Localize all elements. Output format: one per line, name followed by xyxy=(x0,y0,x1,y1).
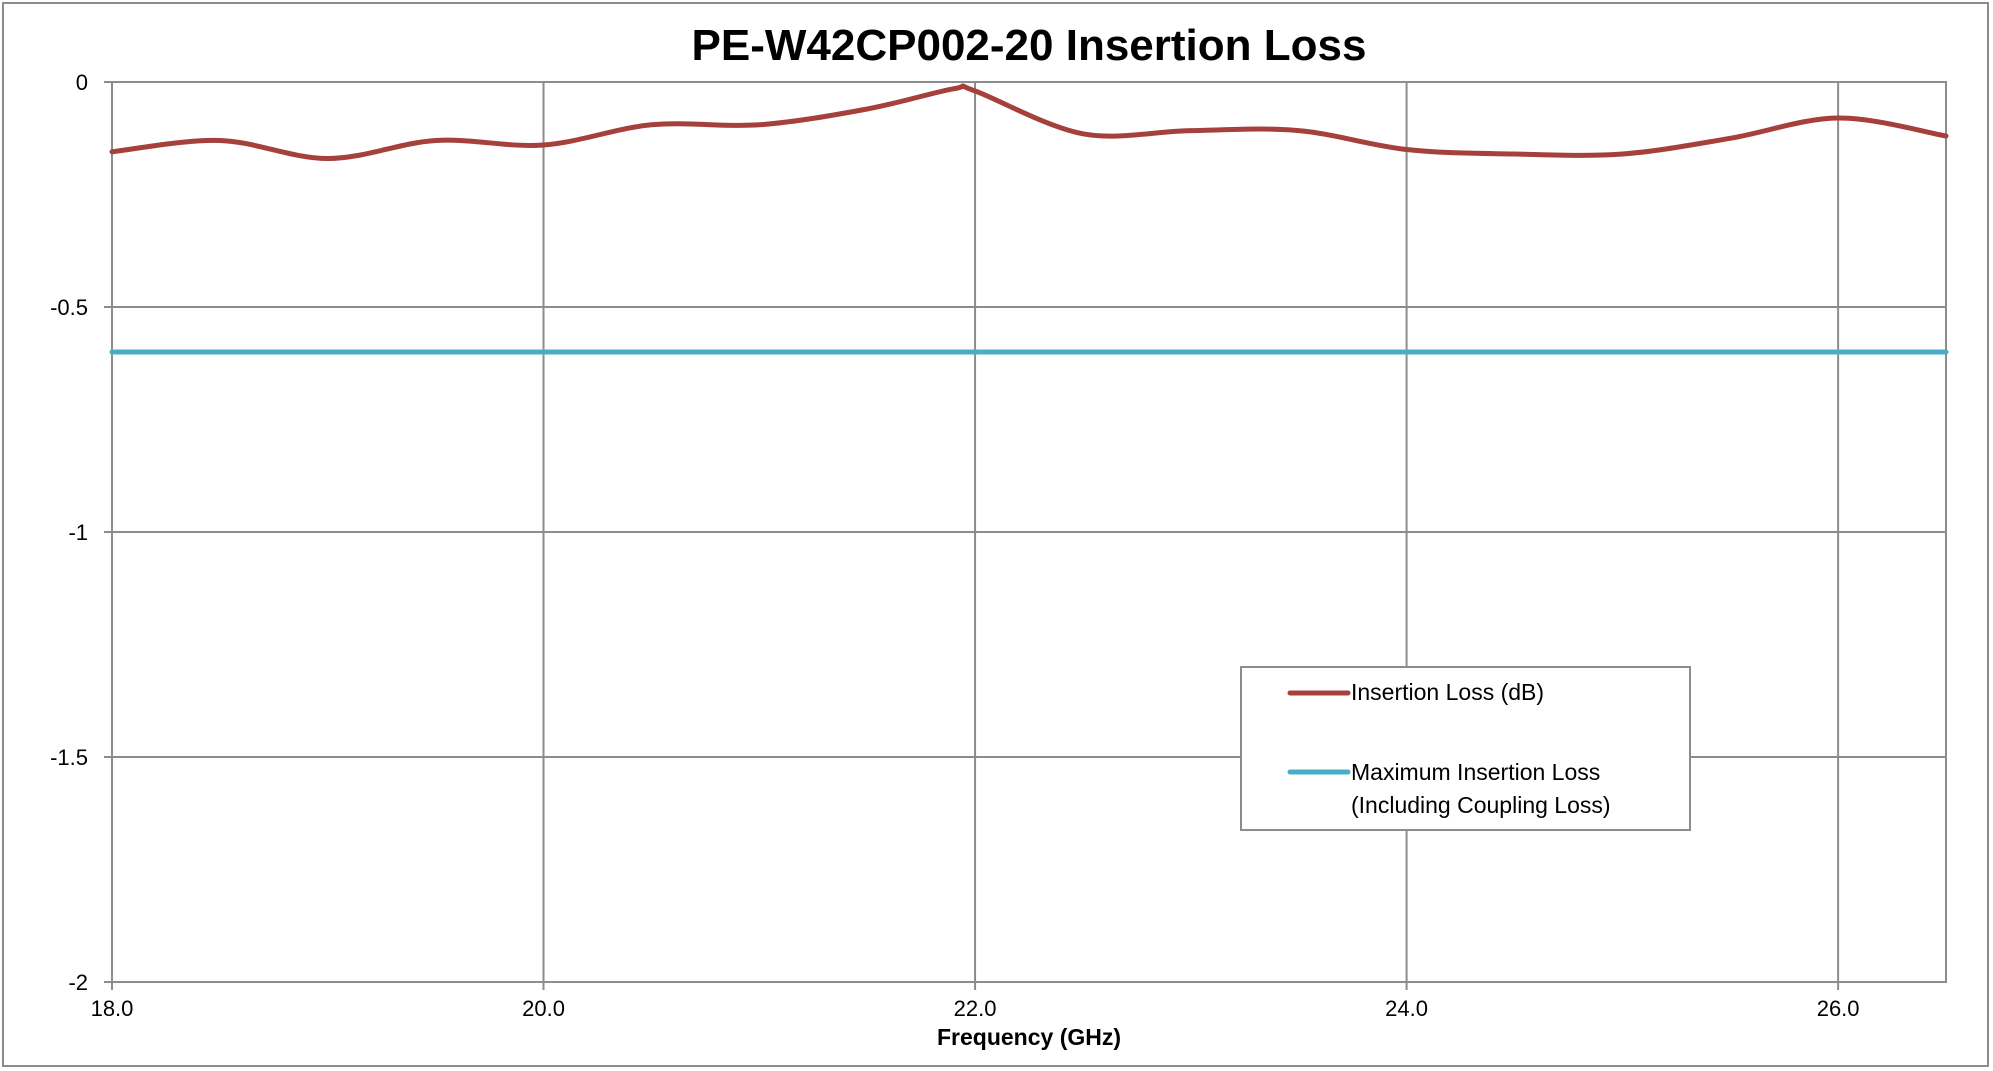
y-tick-label: -0.5 xyxy=(50,295,88,320)
y-tick-label: -1.5 xyxy=(50,745,88,770)
x-tick-label: 18.0 xyxy=(91,996,134,1021)
y-tick-label: -1 xyxy=(68,520,88,545)
y-tick-label: 0 xyxy=(76,70,88,95)
legend-label-maximum-insertion-loss-line2: (Including Coupling Loss) xyxy=(1351,792,1611,818)
x-axis-ticks: 18.0 20.0 22.0 24.0 26.0 xyxy=(91,982,1860,1021)
x-axis-title: Frequency (GHz) xyxy=(937,1024,1121,1050)
x-tick-label: 20.0 xyxy=(522,996,565,1021)
legend-label-maximum-insertion-loss-line1: Maximum Insertion Loss xyxy=(1351,759,1600,785)
x-tick-label: 26.0 xyxy=(1817,996,1860,1021)
legend: Insertion Loss (dB) Maximum Insertion Los… xyxy=(1240,666,1691,831)
legend-label-insertion-loss: Insertion Loss (dB) xyxy=(1351,679,1544,705)
series-layer xyxy=(109,83,1949,355)
y-tick-label: -2 xyxy=(68,970,88,995)
y-axis-ticks: 0 -0.5 -1 -1.5 -2 xyxy=(50,70,112,995)
insertion-loss-line xyxy=(109,83,1949,161)
x-tick-label: 24.0 xyxy=(1385,996,1428,1021)
x-tick-label: 22.0 xyxy=(954,996,997,1021)
chart-title: PE-W42CP002-20 Insertion Loss xyxy=(692,21,1367,70)
